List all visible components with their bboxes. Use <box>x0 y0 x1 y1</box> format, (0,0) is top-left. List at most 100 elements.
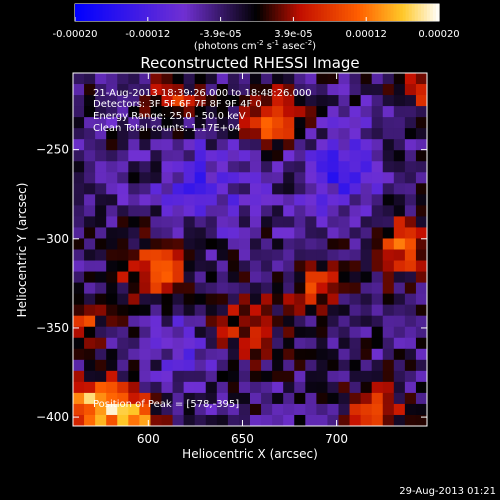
heatmap-cell <box>393 315 406 328</box>
heatmap-cell <box>305 337 317 350</box>
heatmap-cell <box>73 315 85 328</box>
colorbar-segment <box>290 4 294 21</box>
colorbar-segment <box>335 4 340 21</box>
heatmap-cell <box>393 359 406 372</box>
heatmap-cell <box>95 194 107 206</box>
heatmap-cell <box>128 304 140 317</box>
heatmap-cell <box>161 128 174 140</box>
heatmap-cell <box>415 403 428 416</box>
annotation-total-counts: Clean Total counts: 1.17E+04 <box>93 123 241 134</box>
heatmap-cell <box>238 194 251 206</box>
heatmap-cell <box>106 348 118 361</box>
heatmap-cell <box>205 172 218 184</box>
heatmap-cell <box>205 73 218 85</box>
heatmap-cell <box>261 117 273 129</box>
heatmap-cell <box>327 172 339 184</box>
heatmap-cell <box>305 304 317 317</box>
heatmap-cell <box>316 403 328 416</box>
heatmap-cell <box>161 216 174 228</box>
heatmap-cell <box>238 216 251 228</box>
heatmap-cell <box>415 227 428 239</box>
heatmap-cell <box>305 249 317 262</box>
heatmap-cell <box>117 161 129 173</box>
colorbar-segment <box>414 4 419 21</box>
heatmap-cell <box>194 106 207 118</box>
heatmap-cell <box>128 161 140 173</box>
colorbar-segment <box>223 4 228 21</box>
heatmap-cell <box>205 238 218 250</box>
heatmap-cell <box>106 139 118 151</box>
heatmap-cell <box>371 271 384 284</box>
heatmap-cell <box>150 128 162 140</box>
heatmap-cell <box>338 150 351 162</box>
heatmap-cell <box>183 381 196 394</box>
heatmap-cell <box>283 205 295 217</box>
heatmap-cell <box>272 293 284 306</box>
heatmap-cell <box>294 227 306 239</box>
heatmap-cell <box>349 117 362 129</box>
colorbar-segment <box>317 4 322 21</box>
heatmap-cell <box>393 271 406 284</box>
heatmap-cell <box>128 282 140 295</box>
heatmap-cell <box>150 84 162 96</box>
annotation-detectors: Detectors: 3F 5F 6F 7F 8F 9F 4F 0 <box>93 99 262 110</box>
heatmap-cell <box>139 271 151 284</box>
colorbar-segment <box>320 4 325 21</box>
colorbar-segment <box>129 4 134 21</box>
heatmap-cell <box>183 128 196 140</box>
heatmap-cell <box>84 183 96 195</box>
heatmap-cell <box>305 282 317 295</box>
heatmap-cell <box>150 414 162 427</box>
heatmap-cell <box>216 271 229 284</box>
heatmap-cell <box>117 370 129 383</box>
heatmap-cell <box>238 205 251 217</box>
heatmap-cell <box>117 381 129 394</box>
colorbar-segment <box>123 4 128 21</box>
heatmap-cell <box>238 414 251 427</box>
heatmap-cell <box>238 348 251 361</box>
heatmap-cell <box>327 161 339 173</box>
heatmap-cell <box>327 260 339 273</box>
heatmap-cell <box>128 106 140 118</box>
heatmap-cell <box>338 128 351 140</box>
heatmap-cell <box>128 73 140 85</box>
heatmap-cell <box>393 227 406 239</box>
heatmap-cell <box>117 403 129 416</box>
heatmap-cell <box>84 216 96 228</box>
heatmap-cell <box>382 106 395 118</box>
heatmap-cell <box>404 249 417 262</box>
heatmap-cell <box>272 183 284 195</box>
heatmap-cell <box>117 150 129 162</box>
heatmap-cell <box>238 315 251 328</box>
heatmap-cell <box>360 293 373 306</box>
heatmap-cell <box>327 293 339 306</box>
heatmap-cell <box>261 95 273 107</box>
heatmap-cell <box>349 106 362 118</box>
heatmap-cell <box>283 106 295 118</box>
heatmap-cell <box>316 128 328 140</box>
heatmap-cell <box>73 117 85 129</box>
colorbar-segment <box>408 4 413 21</box>
colorbar-segment <box>351 4 355 21</box>
heatmap-cell <box>216 403 229 416</box>
heatmap-cell <box>161 84 174 96</box>
heatmap-cell <box>393 183 406 195</box>
heatmap-cell <box>316 106 328 118</box>
heatmap-cell <box>183 271 196 284</box>
heatmap-cell <box>305 260 317 273</box>
colorbar-segment <box>272 4 276 21</box>
heatmap-cell <box>371 348 384 361</box>
colorbar-segment <box>169 4 173 21</box>
heatmap-cell <box>404 73 417 85</box>
heatmap-cell <box>84 249 96 262</box>
heatmap-cell <box>139 370 151 383</box>
heatmap-cell <box>316 260 328 273</box>
colorbar-segment <box>302 4 307 21</box>
heatmap-cell <box>349 414 362 427</box>
colorbar-segment <box>426 4 431 21</box>
heatmap-cell <box>415 128 428 140</box>
heatmap-cell <box>106 414 118 427</box>
heatmap-cell <box>150 95 162 107</box>
heatmap-cell <box>227 403 240 416</box>
heatmap-cell <box>238 381 251 394</box>
